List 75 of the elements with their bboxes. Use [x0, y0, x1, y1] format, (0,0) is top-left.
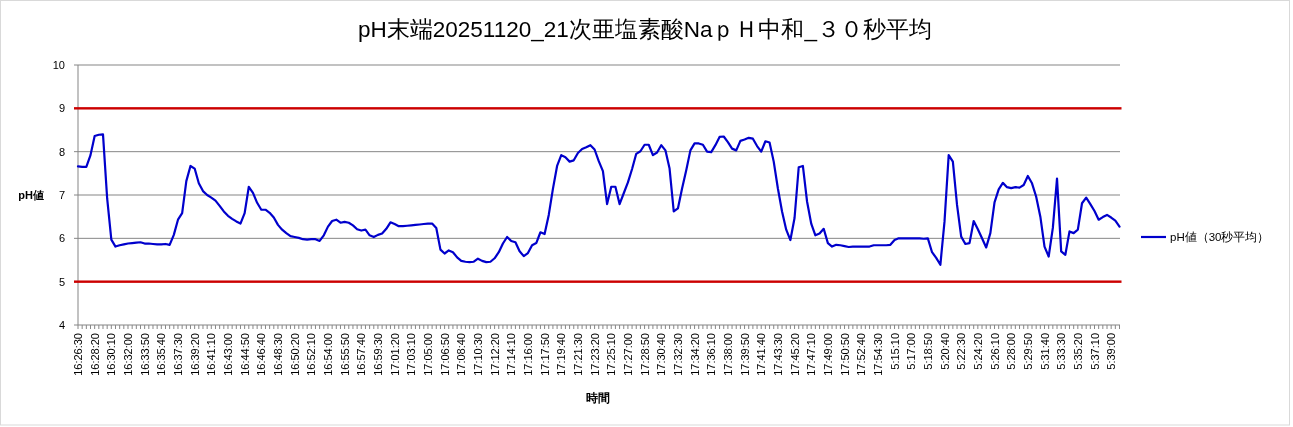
y-tick-label: 6	[58, 232, 65, 245]
x-tick-label: 5:20:40	[938, 333, 951, 370]
x-tick-label: 17:16:00	[521, 333, 534, 376]
x-tick-label: 17:41:40	[755, 333, 768, 376]
x-axis-title: 時間	[586, 391, 610, 405]
x-tick-label: 17:32:30	[671, 333, 684, 376]
x-tick-label: 17:06:50	[438, 333, 451, 376]
x-tick-label: 17:27:00	[621, 333, 634, 376]
x-tick-label: 17:19:40	[555, 333, 568, 376]
x-tick-label: 5:29:50	[1021, 333, 1034, 370]
y-tick-label: 5	[58, 275, 65, 288]
x-tick-label: 17:38:00	[721, 333, 734, 376]
x-tick-label: 16:26:30	[72, 333, 84, 376]
x-tick-label: 5:18:50	[921, 333, 934, 370]
line-series	[76, 133, 1121, 266]
legend-label: pH値（30秒平均）	[1170, 231, 1270, 244]
y-tick-label: 10	[52, 59, 65, 71]
x-tick-label: 17:54:30	[871, 333, 884, 376]
x-tick-label: 17:50:50	[838, 333, 851, 376]
x-tick-label: 16:30:10	[105, 333, 118, 376]
y-tick-label: 9	[58, 102, 65, 115]
x-tick-label: 17:25:10	[605, 333, 618, 376]
y-tick-label: 8	[58, 145, 65, 158]
x-tick-label: 17:34:20	[688, 333, 701, 376]
x-tick-label: 5:26:10	[988, 333, 1001, 370]
x-tick-label: 16:32:00	[121, 333, 134, 376]
x-tick-label: 16:43:00	[221, 333, 234, 376]
x-tick-label: 16:52:10	[305, 333, 318, 376]
x-tick-label: 17:12:20	[488, 333, 501, 376]
x-tick-label: 17:52:40	[855, 333, 868, 376]
x-tick-label: 16:55:50	[338, 333, 351, 376]
y-tick-label: 7	[58, 189, 65, 201]
x-tick-label: 5:39:00	[1105, 333, 1118, 370]
x-tick-label: 17:03:10	[405, 333, 418, 376]
x-tick-label: 17:47:10	[805, 333, 818, 376]
x-tick-label: 16:50:20	[288, 333, 301, 376]
x-tick-label: 5:22:30	[955, 333, 968, 370]
x-tick-label: 17:36:10	[705, 333, 718, 376]
x-tick-label: 17:14:10	[505, 333, 518, 376]
x-tick-label: 17:28:50	[638, 333, 651, 376]
x-tick-label: 17:01:20	[388, 333, 401, 376]
x-tick-label: 16:57:40	[355, 333, 368, 376]
x-tick-label: 16:28:20	[88, 333, 101, 376]
x-tick-label: 17:23:20	[588, 333, 601, 376]
y-tick-label: 4	[58, 319, 65, 331]
x-tick-label: 5:37:10	[1088, 333, 1101, 370]
x-tick-label: 5:35:20	[1071, 333, 1084, 370]
x-tick-label: 17:21:30	[571, 333, 584, 376]
x-tick-label: 5:33:30	[1055, 333, 1068, 370]
chart-title: pH末端20251120_21次亜塩素酸NaｐＨ中和_３０秒平均	[357, 17, 933, 42]
x-tick-label: 16:46:40	[255, 333, 268, 376]
x-tick-label: 17:49:00	[821, 333, 834, 376]
x-tick-label: 17:08:40	[455, 333, 468, 376]
x-tick-label: 16:33:50	[138, 333, 151, 376]
x-tick-label: 16:54:00	[321, 333, 334, 376]
x-tick-label: 16:44:50	[238, 333, 251, 376]
x-tick-label: 17:30:40	[655, 333, 668, 376]
x-tick-label: 5:15:10	[888, 333, 901, 370]
x-tick-label: 17:17:50	[538, 333, 551, 376]
x-tick-label: 17:43:30	[771, 333, 784, 376]
x-tick-label: 16:41:10	[205, 333, 218, 376]
x-tick-label: 16:37:30	[171, 333, 184, 376]
x-tick-label: 16:59:30	[371, 333, 384, 376]
x-tick-label: 16:39:20	[188, 333, 201, 376]
x-tick-label: 5:17:00	[905, 333, 918, 370]
x-tick-label: 16:35:40	[155, 333, 168, 376]
x-tick-label: 5:28:00	[1005, 333, 1018, 370]
x-tick-label: 5:31:40	[1038, 333, 1051, 370]
x-tick-label: 16:48:30	[271, 333, 284, 376]
x-tick-label: 5:24:20	[971, 333, 984, 370]
x-tick-label: 17:10:30	[471, 333, 484, 376]
x-tick-label: 17:05:00	[421, 333, 434, 376]
y-axis-title: pH値	[18, 189, 44, 201]
x-tick-label: 17:45:20	[788, 333, 801, 376]
x-tick-label: 17:39:50	[738, 333, 751, 376]
